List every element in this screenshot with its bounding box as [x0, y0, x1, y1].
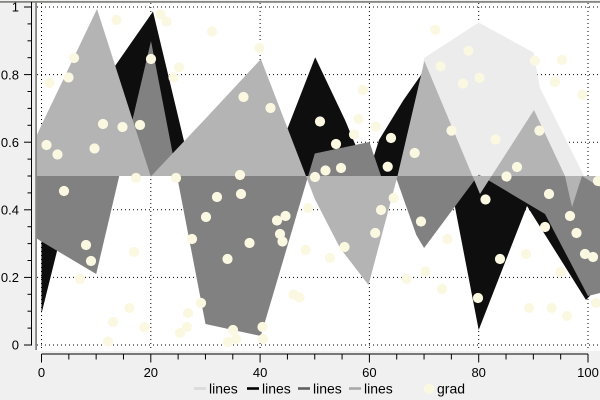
- svg-text:0.2: 0.2: [1, 270, 19, 285]
- svg-text:40: 40: [253, 365, 267, 380]
- svg-text:lines: lines: [364, 381, 393, 397]
- svg-text:1: 1: [12, 0, 19, 15]
- svg-text:0: 0: [12, 338, 19, 353]
- svg-text:20: 20: [144, 365, 158, 380]
- svg-text:0.8: 0.8: [1, 67, 19, 82]
- svg-text:grad: grad: [437, 381, 465, 397]
- svg-text:0.4: 0.4: [1, 203, 19, 218]
- svg-text:0.6: 0.6: [1, 135, 19, 150]
- svg-text:60: 60: [362, 365, 376, 380]
- svg-text:lines: lines: [209, 381, 238, 397]
- svg-text:0: 0: [38, 365, 45, 380]
- svg-text:lines: lines: [313, 381, 342, 397]
- svg-text:100: 100: [577, 365, 599, 380]
- svg-text:80: 80: [471, 365, 485, 380]
- svg-text:lines: lines: [262, 381, 291, 397]
